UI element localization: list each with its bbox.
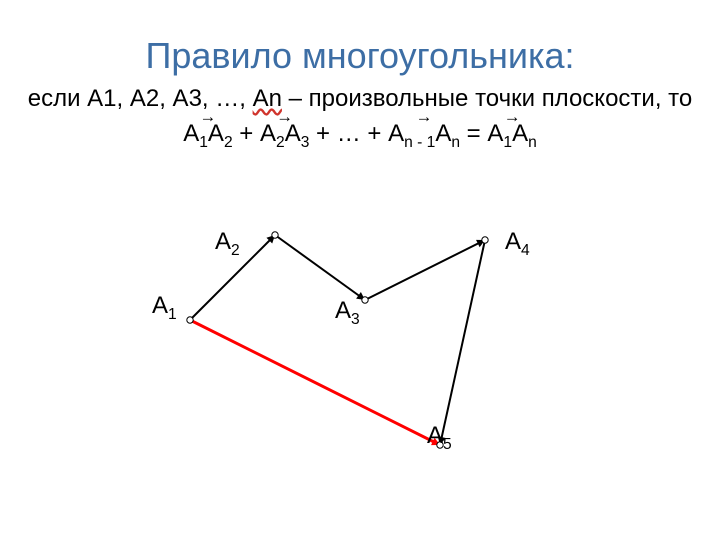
polygon-diagram <box>0 0 720 540</box>
point-label-a1: А1 <box>152 292 177 324</box>
point-label-a5: А5 <box>427 422 452 454</box>
point-label-a2: А2 <box>215 228 240 260</box>
point-label-a3: А3 <box>335 297 360 329</box>
subtitle: если А1, А2, А3, …, Аn – произвольные то… <box>0 82 720 154</box>
point-label-a4: А4 <box>505 228 530 260</box>
title: Правило многоугольника: <box>0 35 720 77</box>
